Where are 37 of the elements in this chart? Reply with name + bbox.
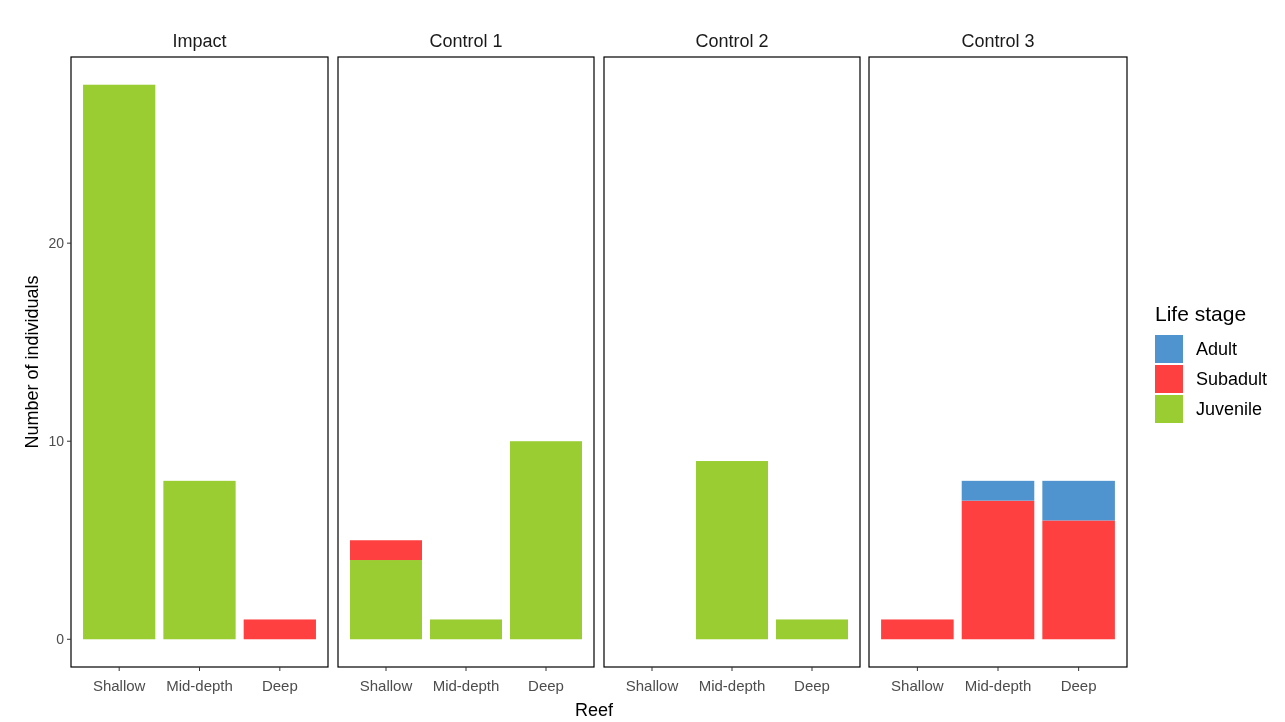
chart-title: Control 3	[961, 31, 1035, 51]
chart-title: Impact	[172, 31, 227, 51]
legend-label: Adult	[1196, 339, 1238, 360]
y-axis-title: Number of individuals	[22, 275, 42, 449]
bar	[163, 480, 236, 640]
bar	[83, 84, 156, 640]
x-tick-label: Mid-depth	[432, 677, 500, 694]
x-tick-label: Deep	[794, 677, 830, 694]
x-tick-label: Mid-depth	[698, 677, 766, 694]
chart-title: Control 2	[695, 31, 769, 51]
legend-title: Life stage	[1155, 302, 1247, 325]
y-tick-label: 20	[48, 235, 65, 252]
x-axis-title: Reef	[574, 700, 614, 720]
bar	[350, 540, 422, 561]
bar	[510, 441, 582, 640]
legend-label: Subadult	[1196, 369, 1268, 390]
x-tick-label: Deep	[1060, 677, 1097, 694]
y-tick-label: 0	[56, 631, 65, 648]
bar	[961, 480, 1035, 501]
legend-label: Juvenile	[1196, 399, 1263, 420]
chart-title: Control 1	[429, 31, 503, 51]
bar	[961, 500, 1035, 640]
x-tick-label: Shallow	[92, 677, 146, 694]
x-tick-label: Deep	[528, 677, 564, 694]
bar	[350, 560, 422, 640]
bar	[881, 619, 954, 640]
x-tick-label: Shallow	[625, 677, 679, 694]
x-tick-label: Shallow	[359, 677, 413, 694]
bar	[1042, 520, 1115, 640]
bar	[1042, 480, 1115, 521]
y-tick-label: 10	[48, 433, 65, 450]
x-tick-label: Deep	[261, 677, 298, 694]
x-tick-label: Mid-depth	[964, 677, 1032, 694]
x-tick-label: Mid-depth	[166, 677, 233, 694]
bar	[243, 619, 316, 640]
x-tick-label: Shallow	[891, 677, 944, 694]
bar	[430, 619, 502, 640]
